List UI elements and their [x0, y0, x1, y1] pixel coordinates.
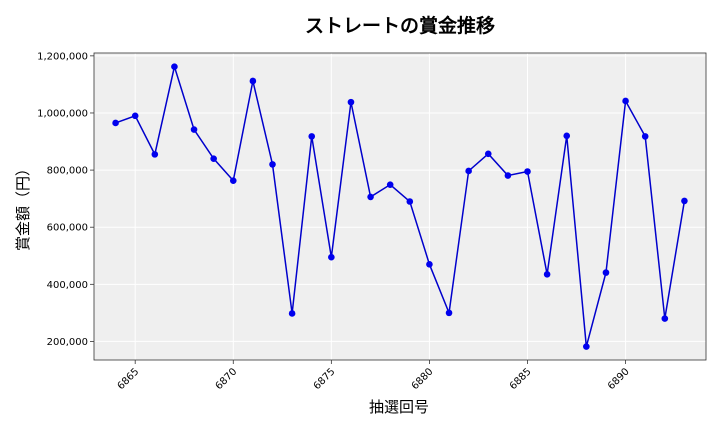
data-point	[661, 315, 669, 322]
y-tick-label: 800,000	[47, 166, 88, 177]
data-point	[504, 172, 512, 179]
data-point	[288, 310, 296, 317]
y-tick-label: 200,000	[47, 337, 88, 348]
data-point	[681, 197, 688, 205]
data-point	[367, 193, 374, 201]
data-point	[563, 132, 571, 140]
data-point	[210, 155, 217, 162]
data-point	[112, 119, 119, 127]
data-point	[543, 271, 551, 278]
y-tick-label: 1,200,000	[37, 51, 88, 62]
plot-area	[94, 53, 706, 360]
data-point	[602, 269, 610, 276]
series-line	[115, 63, 686, 347]
data-point	[524, 168, 531, 175]
x-tick-label: 6885	[508, 366, 534, 392]
data-point	[229, 177, 237, 184]
x-tick-label: 6890	[606, 366, 632, 392]
y-tick-label: 600,000	[47, 223, 88, 234]
data-point	[131, 112, 139, 120]
data-point	[426, 261, 433, 268]
data-point	[465, 167, 472, 175]
data-point	[445, 309, 453, 317]
data-point	[641, 133, 649, 140]
data-point	[190, 126, 198, 133]
data-point	[386, 181, 394, 188]
data-points	[112, 63, 688, 350]
y-axis-label: 賞金額（円）	[14, 161, 32, 251]
data-point	[151, 151, 159, 158]
data-point	[249, 77, 257, 85]
x-tick-label: 6875	[312, 366, 338, 392]
x-tick-label: 6865	[116, 366, 142, 392]
data-point	[347, 98, 355, 106]
data-point	[484, 150, 492, 158]
data-point	[328, 253, 335, 261]
data-point	[583, 343, 590, 350]
data-point	[406, 198, 414, 205]
data-point	[308, 133, 316, 140]
y-tick-label: 1,000,000	[37, 108, 88, 119]
chart-title: ストレートの賞金推移	[305, 14, 495, 37]
y-tick-label: 400,000	[47, 280, 88, 291]
grid	[94, 53, 706, 360]
data-point	[171, 63, 178, 71]
x-tick-label: 6870	[214, 366, 240, 392]
x-axis-label: 抽選回号	[369, 398, 429, 416]
plot-frame	[93, 52, 707, 361]
data-point	[269, 161, 276, 168]
x-tick-label: 6880	[410, 366, 436, 392]
data-point	[622, 97, 629, 105]
